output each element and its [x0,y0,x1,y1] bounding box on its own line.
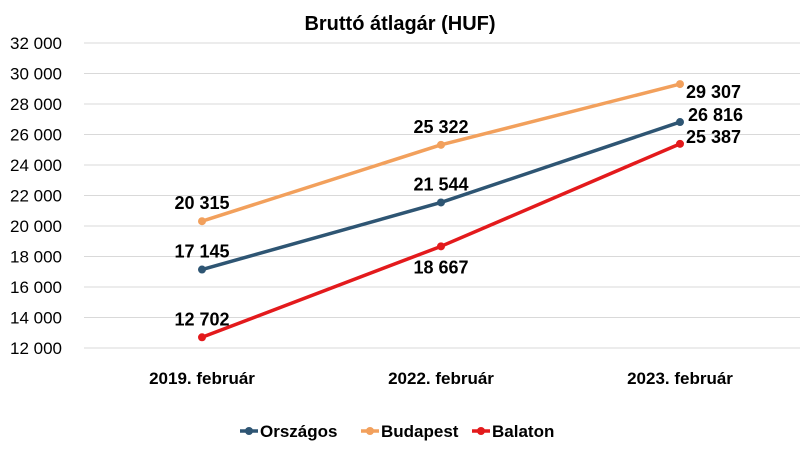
data-label: 29 307 [686,82,741,102]
y-tick-label: 30 000 [10,65,62,84]
legend-marker [366,427,374,435]
y-tick-label: 18 000 [10,248,62,267]
x-axis: 2019. február 2022. február 2023. február [149,369,733,388]
data-point-balaton [676,139,684,148]
data-point-országos [198,265,206,274]
chart-title: Bruttó átlagár (HUF) [304,13,495,35]
y-tick-label: 32 000 [10,34,62,53]
y-tick-label: 16 000 [10,278,62,297]
legend-marker [477,427,485,435]
y-tick-label: 26 000 [10,126,62,145]
legend-label: Országos [260,422,337,441]
data-label: 21 544 [413,174,468,194]
legend-item-budapest[interactable]: Budapest [361,422,459,441]
gridlines [84,42,800,349]
data-labels: 17 145 21 544 26 816 20 315 25 322 29 307 12 7… [174,82,743,329]
y-tick-label: 14 000 [10,309,62,328]
x-tick-label: 2019. február [149,369,255,388]
legend-item-balaton[interactable]: Balaton [472,422,554,441]
data-point-balaton [437,242,445,251]
legend-item-országos[interactable]: Országos [240,422,337,441]
series-group [198,80,684,342]
data-label: 20 315 [174,193,229,213]
x-tick-label: 2023. február [627,369,733,388]
legend-marker [245,427,253,435]
legend-label: Balaton [492,422,554,441]
data-label: 18 667 [413,257,468,277]
series-line-balaton [201,142,681,339]
y-tick-label: 22 000 [10,187,62,206]
y-tick-label: 28 000 [10,95,62,114]
data-label: 26 816 [688,105,743,125]
data-point-országos [437,198,445,207]
data-point-balaton [198,333,206,342]
y-tick-label: 20 000 [10,217,62,236]
legend[interactable]: Országos Budapest Balaton [240,422,554,441]
data-label: 12 702 [174,309,229,329]
legend-label: Budapest [381,422,459,441]
data-label: 25 322 [413,117,468,137]
data-label: 17 145 [174,242,229,262]
data-label: 25 387 [686,127,741,147]
y-tick-label: 24 000 [10,156,62,175]
y-axis: 12 000 14 000 16 000 18 000 20 000 22 000 24 0… [10,34,62,358]
data-point-országos [676,118,684,127]
data-point-budapest [437,140,445,149]
y-tick-label: 12 000 [10,339,62,358]
data-point-budapest [676,80,684,89]
data-point-budapest [198,217,206,226]
x-tick-label: 2022. február [388,369,494,388]
